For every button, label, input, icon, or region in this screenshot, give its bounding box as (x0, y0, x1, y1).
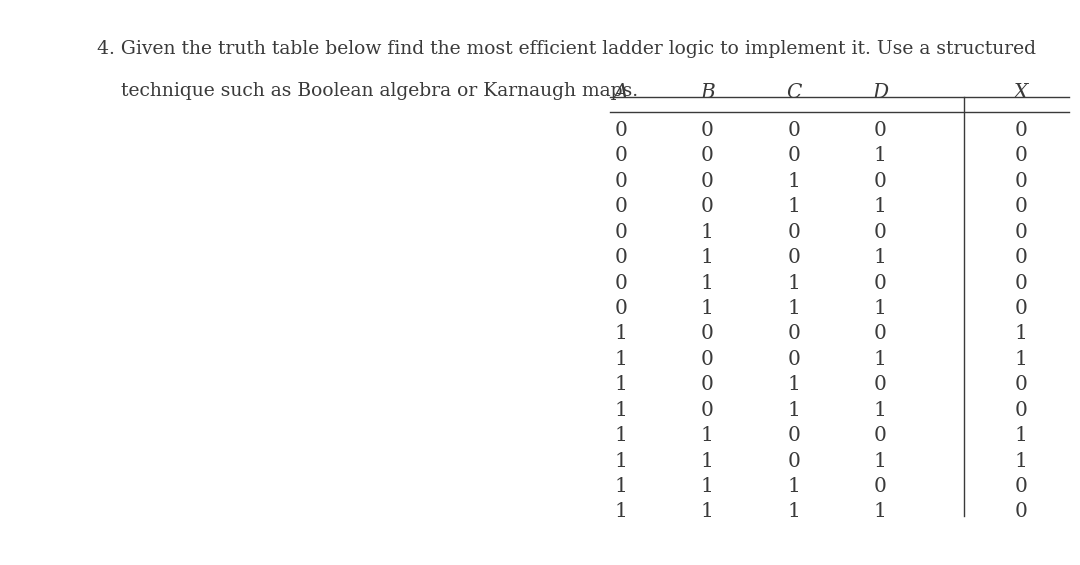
Text: 0: 0 (701, 324, 714, 344)
Text: 0: 0 (1014, 299, 1027, 318)
Text: 0: 0 (701, 375, 714, 394)
Text: 1: 1 (615, 426, 627, 445)
Text: 0: 0 (701, 197, 714, 216)
Text: 1: 1 (1014, 451, 1027, 471)
Text: 0: 0 (787, 223, 800, 242)
Text: 1: 1 (874, 146, 887, 166)
Text: 0: 0 (1014, 197, 1027, 216)
Text: 1: 1 (701, 248, 714, 267)
Text: 0: 0 (1014, 273, 1027, 293)
Text: B: B (700, 82, 715, 102)
Text: 0: 0 (874, 324, 887, 344)
Text: 1: 1 (874, 248, 887, 267)
Text: 1: 1 (701, 477, 714, 496)
Text: 1: 1 (787, 273, 800, 293)
Text: 0: 0 (874, 477, 887, 496)
Text: 1: 1 (787, 477, 800, 496)
Text: 1: 1 (701, 299, 714, 318)
Text: 0: 0 (1014, 401, 1027, 420)
Text: 1: 1 (874, 401, 887, 420)
Text: 1: 1 (615, 477, 627, 496)
Text: 1: 1 (701, 451, 714, 471)
Text: C: C (786, 82, 801, 102)
Text: 0: 0 (701, 350, 714, 369)
Text: 0: 0 (787, 324, 800, 344)
Text: 0: 0 (787, 426, 800, 445)
Text: 0: 0 (1014, 172, 1027, 191)
Text: 0: 0 (1014, 248, 1027, 267)
Text: 0: 0 (874, 223, 887, 242)
Text: 1: 1 (874, 350, 887, 369)
Text: 1: 1 (615, 350, 627, 369)
Text: A: A (613, 82, 629, 102)
Text: 4. Given the truth table below find the most efficient ladder logic to implement: 4. Given the truth table below find the … (97, 40, 1036, 58)
Text: 0: 0 (874, 121, 887, 140)
Text: 1: 1 (787, 502, 800, 521)
Text: 0: 0 (787, 350, 800, 369)
Text: 0: 0 (1014, 146, 1027, 166)
Text: 1: 1 (874, 197, 887, 216)
Text: 0: 0 (615, 273, 627, 293)
Text: 0: 0 (1014, 223, 1027, 242)
Text: 1: 1 (615, 502, 627, 521)
Text: 0: 0 (874, 172, 887, 191)
Text: 0: 0 (615, 172, 627, 191)
Text: 0: 0 (1014, 502, 1027, 521)
Text: 1: 1 (615, 451, 627, 471)
Text: 0: 0 (874, 375, 887, 394)
Text: 1: 1 (615, 375, 627, 394)
Text: 1: 1 (1014, 426, 1027, 445)
Text: 1: 1 (787, 401, 800, 420)
Text: 1: 1 (787, 197, 800, 216)
Text: 0: 0 (701, 146, 714, 166)
Text: 1: 1 (701, 273, 714, 293)
Text: 0: 0 (615, 223, 627, 242)
Text: 1: 1 (787, 299, 800, 318)
Text: 0: 0 (874, 273, 887, 293)
Text: 1: 1 (1014, 324, 1027, 344)
Text: 0: 0 (615, 197, 627, 216)
Text: 1: 1 (615, 401, 627, 420)
Text: 0: 0 (1014, 375, 1027, 394)
Text: D: D (873, 82, 888, 102)
Text: 0: 0 (1014, 477, 1027, 496)
Text: 0: 0 (615, 121, 627, 140)
Text: 1: 1 (787, 375, 800, 394)
Text: 1: 1 (615, 324, 627, 344)
Text: 0: 0 (1014, 121, 1027, 140)
Text: 1: 1 (787, 172, 800, 191)
Text: 0: 0 (615, 248, 627, 267)
Text: 1: 1 (701, 502, 714, 521)
Text: 0: 0 (787, 121, 800, 140)
Text: 0: 0 (615, 146, 627, 166)
Text: 0: 0 (701, 121, 714, 140)
Text: 1: 1 (1014, 350, 1027, 369)
Text: 1: 1 (874, 299, 887, 318)
Text: 1: 1 (874, 502, 887, 521)
Text: X: X (1013, 82, 1028, 102)
Text: 0: 0 (701, 172, 714, 191)
Text: technique such as Boolean algebra or Karnaugh maps.: technique such as Boolean algebra or Kar… (97, 82, 638, 100)
Text: 0: 0 (615, 299, 627, 318)
Text: 0: 0 (787, 451, 800, 471)
Text: 0: 0 (787, 146, 800, 166)
Text: 0: 0 (701, 401, 714, 420)
Text: 1: 1 (874, 451, 887, 471)
Text: 0: 0 (787, 248, 800, 267)
Text: 1: 1 (701, 223, 714, 242)
Text: 1: 1 (701, 426, 714, 445)
Text: 0: 0 (874, 426, 887, 445)
